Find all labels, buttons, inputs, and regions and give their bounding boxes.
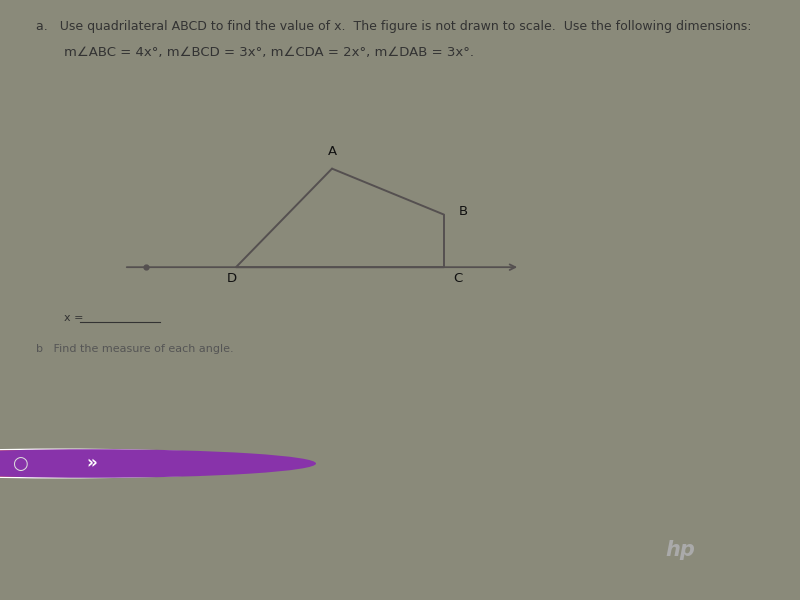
Text: A: A <box>327 145 337 158</box>
Text: b   Find the measure of each angle.: b Find the measure of each angle. <box>36 344 234 354</box>
Circle shape <box>0 449 282 478</box>
Text: ○: ○ <box>12 455 28 473</box>
Text: C: C <box>454 272 463 284</box>
Circle shape <box>0 449 316 478</box>
Circle shape <box>0 457 170 470</box>
Text: x =: x = <box>64 313 87 323</box>
Text: »: » <box>86 455 98 473</box>
Text: hp: hp <box>665 540 695 560</box>
Text: D: D <box>227 272 237 284</box>
Text: B: B <box>458 205 467 218</box>
Text: m∠ABC = 4x°, m∠BCD = 3x°, m∠CDA = 2x°, m∠DAB = 3x°.: m∠ABC = 4x°, m∠BCD = 3x°, m∠CDA = 2x°, m… <box>64 46 474 59</box>
Text: a.   Use quadrilateral ABCD to find the value of x.  The figure is not drawn to : a. Use quadrilateral ABCD to find the va… <box>36 20 751 33</box>
